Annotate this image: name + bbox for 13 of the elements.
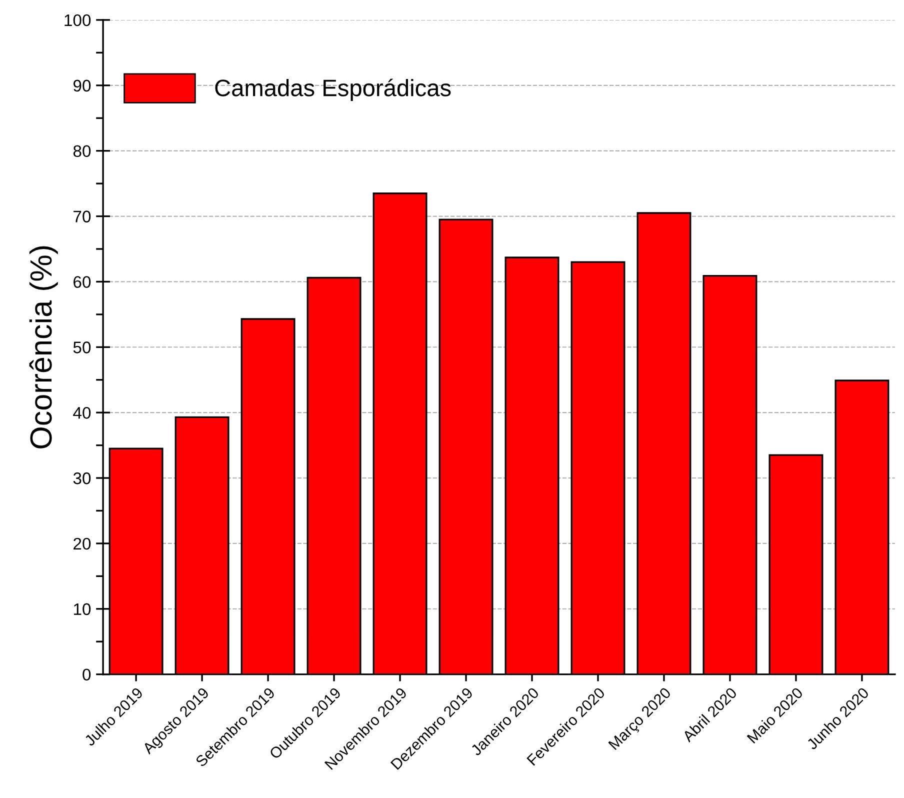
- y-axis-title: Ocorrência (%): [29, 246, 58, 448]
- y-tick-label: 70: [74, 210, 91, 222]
- y-tick-label: 40: [73, 406, 91, 419]
- y-tick-label: 100: [64, 14, 91, 26]
- y-tick-label: 20: [74, 538, 91, 550]
- y-tick-label: 90: [73, 80, 91, 92]
- y-tick-label: 60: [74, 276, 91, 288]
- y-tick-label: 0: [82, 668, 91, 681]
- legend-label: Camadas Esporádicas: [215, 78, 451, 102]
- y-tick-label: 10: [74, 603, 91, 616]
- y-tick-label: 50: [73, 342, 91, 354]
- y-tick-label: 30: [73, 472, 91, 484]
- y-tick-label: 80: [73, 145, 91, 158]
